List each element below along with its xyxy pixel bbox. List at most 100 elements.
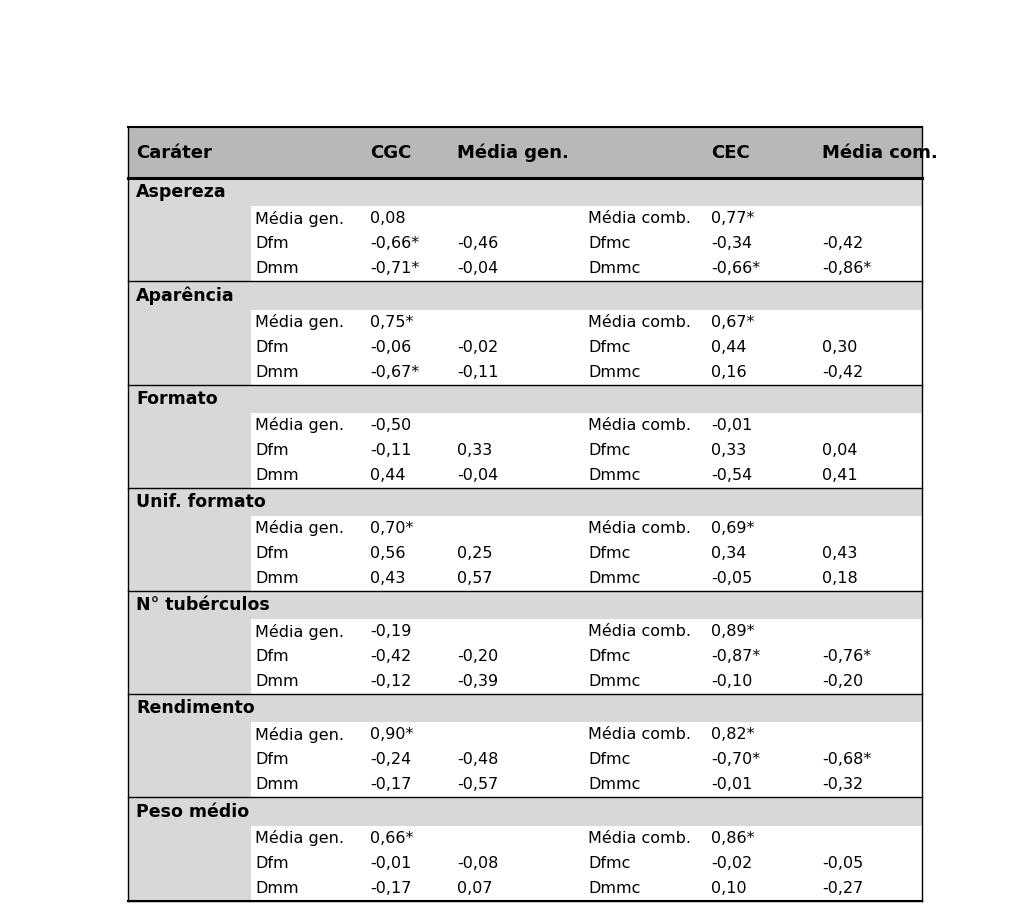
Text: Peso médio: Peso médio [136,802,249,821]
Bar [128,281,922,309]
Bar [128,644,251,669]
Text: Média comb.: Média comb. [588,521,691,536]
Bar [251,644,922,669]
Text: 0,07: 0,07 [458,880,493,896]
Bar [128,876,251,900]
Text: Dmm: Dmm [255,364,299,380]
Text: Média gen.: Média gen. [255,314,344,330]
Text: Unif. formato: Unif. formato [136,493,265,511]
Bar [251,463,922,488]
Text: -0,50: -0,50 [370,418,412,433]
Text: Dfmc: Dfmc [588,752,631,768]
Text: 0,86*: 0,86* [712,831,755,845]
Text: Dmm: Dmm [255,778,299,792]
Text: -0,17: -0,17 [370,880,412,896]
Text: 0,57: 0,57 [458,571,493,586]
Text: -0,48: -0,48 [458,752,499,768]
Bar [128,669,251,694]
Text: 0,18: 0,18 [822,571,858,586]
Text: Média gen.: Média gen. [255,624,344,640]
Text: Dfm: Dfm [255,546,289,561]
Bar [251,413,922,437]
Bar [128,488,922,516]
Bar [251,723,922,748]
Text: 0,77*: 0,77* [712,211,755,226]
Text: -0,42: -0,42 [370,650,412,664]
Text: Dfm: Dfm [255,339,289,354]
Bar [251,256,922,281]
Text: -0,70*: -0,70* [712,752,761,768]
Bar [128,851,251,876]
Text: -0,12: -0,12 [370,674,412,689]
Bar [128,413,251,437]
Text: -0,20: -0,20 [458,650,499,664]
Bar [128,256,251,281]
Text: -0,87*: -0,87* [712,650,761,664]
Text: -0,19: -0,19 [370,624,412,640]
Text: -0,68*: -0,68* [822,752,871,768]
Text: Média com.: Média com. [822,144,938,162]
Bar [128,619,251,644]
Text: 0,10: 0,10 [712,880,746,896]
Text: Média gen.: Média gen. [255,521,344,536]
Text: Média comb.: Média comb. [588,211,691,226]
Text: -0,71*: -0,71* [370,262,419,276]
Bar [128,127,922,178]
Bar [128,231,251,256]
Text: -0,02: -0,02 [712,856,753,871]
Text: 0,67*: 0,67* [712,315,755,329]
Bar [128,384,922,413]
Text: 0,08: 0,08 [370,211,406,226]
Text: 0,90*: 0,90* [370,727,414,742]
Bar [128,463,251,488]
Text: -0,08: -0,08 [458,856,499,871]
Bar [251,516,922,541]
Text: 0,44: 0,44 [370,468,406,483]
Text: -0,04: -0,04 [458,468,499,483]
Text: -0,42: -0,42 [822,236,863,252]
Text: 0,34: 0,34 [712,546,746,561]
Text: 0,82*: 0,82* [712,727,755,742]
Text: CEC: CEC [712,144,750,162]
Bar [251,360,922,384]
Text: Dfm: Dfm [255,752,289,768]
Text: Dfmc: Dfmc [588,443,631,458]
Text: -0,01: -0,01 [712,778,753,792]
Text: Dmm: Dmm [255,880,299,896]
Text: Dmmc: Dmmc [588,880,641,896]
Text: Dmm: Dmm [255,468,299,483]
Text: Dmmc: Dmmc [588,262,641,276]
Text: Aparência: Aparência [136,286,234,305]
Text: Dmm: Dmm [255,674,299,689]
Text: -0,01: -0,01 [370,856,412,871]
Text: -0,34: -0,34 [712,236,753,252]
Text: 0,16: 0,16 [712,364,746,380]
Bar [128,541,251,566]
Text: 0,75*: 0,75* [370,315,414,329]
Text: Média comb.: Média comb. [588,418,691,433]
Bar [251,851,922,876]
Text: -0,01: -0,01 [712,418,753,433]
Text: Dfmc: Dfmc [588,650,631,664]
Bar [128,772,251,798]
Text: 0,33: 0,33 [712,443,746,458]
Text: 0,44: 0,44 [712,339,746,354]
Text: -0,57: -0,57 [458,778,499,792]
Text: -0,04: -0,04 [458,262,499,276]
Text: -0,46: -0,46 [458,236,499,252]
Bar [128,566,251,591]
Text: Média gen.: Média gen. [255,727,344,743]
Text: Dfmc: Dfmc [588,546,631,561]
Text: -0,24: -0,24 [370,752,412,768]
Bar [128,360,251,384]
Bar [128,206,251,231]
Text: -0,05: -0,05 [712,571,753,586]
Text: Dfmc: Dfmc [588,856,631,871]
Text: Dmmc: Dmmc [588,364,641,380]
Bar [251,541,922,566]
Text: Média comb.: Média comb. [588,624,691,640]
Text: Média comb.: Média comb. [588,831,691,845]
Bar [251,566,922,591]
Bar [251,825,922,851]
Text: 0,33: 0,33 [458,443,493,458]
